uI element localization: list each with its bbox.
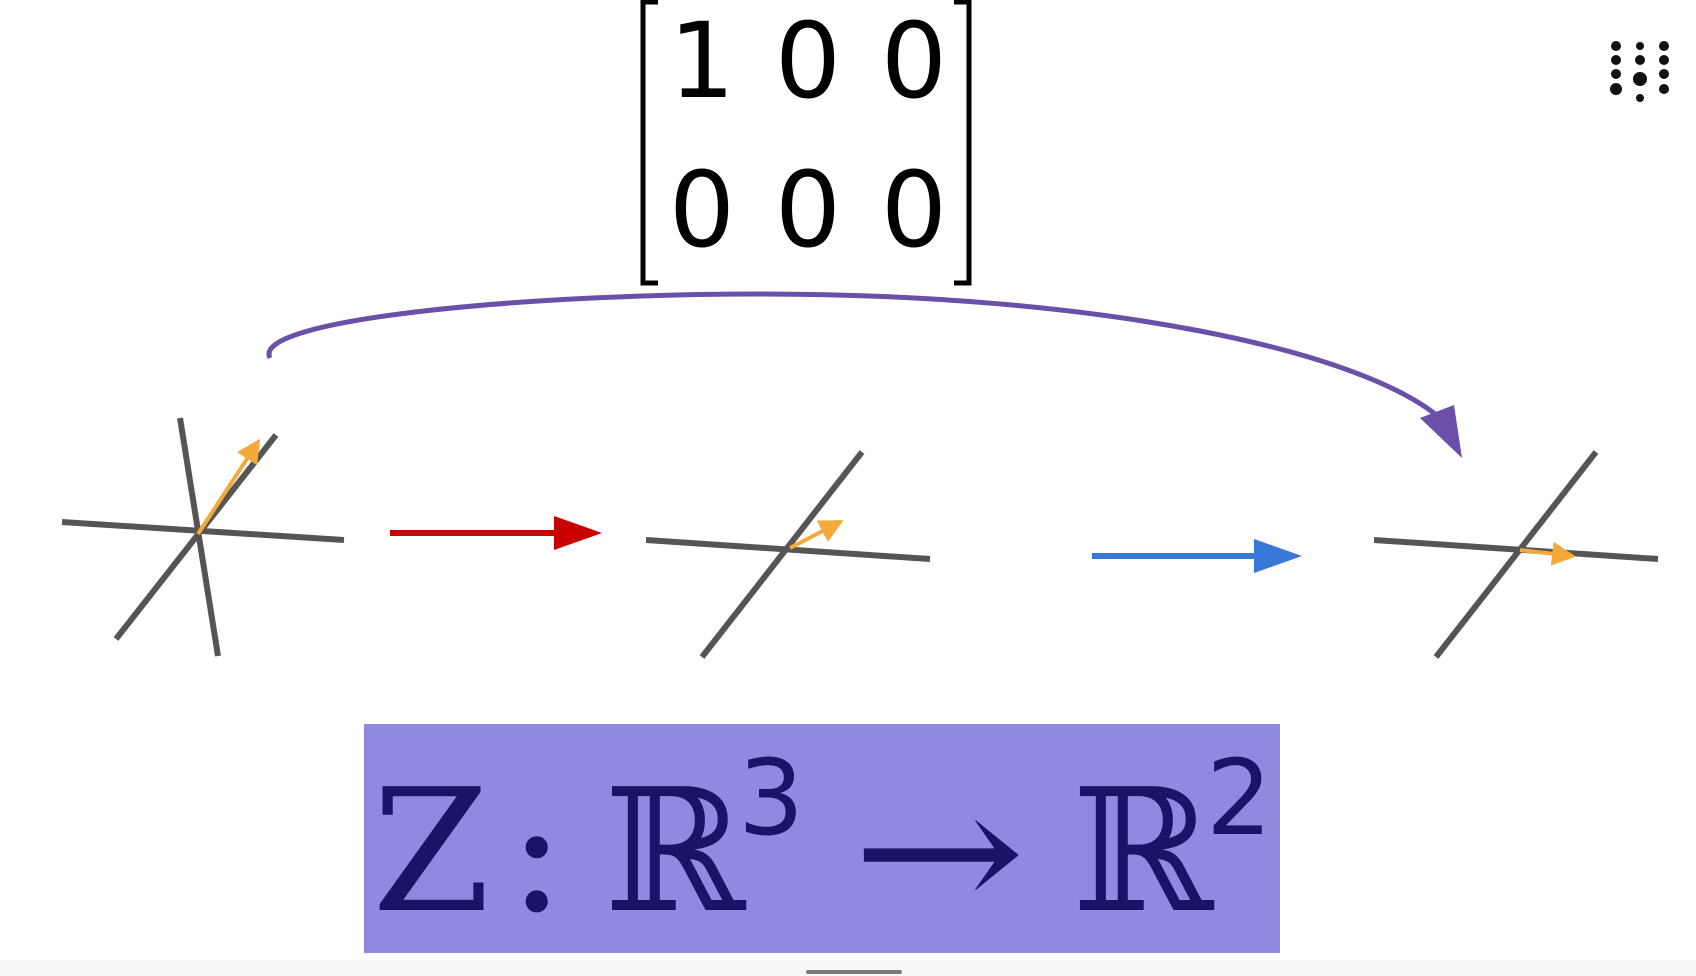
matrix-entry-r2c1: 0: [669, 149, 735, 271]
second-map-arrow: [1092, 539, 1302, 573]
composite-arrow-curve: [266, 291, 1442, 420]
codomain-exponent: 2: [1206, 737, 1272, 859]
map-label: Z : ℝ 3 → ℝ 2: [364, 724, 1280, 953]
map-name: Z: [372, 753, 490, 951]
map-label-background: [364, 724, 1280, 953]
composite-map-arrow: [266, 291, 1462, 458]
matrix-entry-r1c2: 0: [775, 0, 841, 122]
frame3-vector: [1519, 541, 1576, 566]
matrix-entry-r2c2: 0: [775, 149, 841, 271]
bottom-drag-handle[interactable]: [806, 970, 902, 974]
composite-arrow-head: [1420, 405, 1462, 458]
matrix-entry-r1c3: 0: [881, 0, 947, 122]
matrix: 1 0 0 0 0 0: [640, 0, 972, 286]
frame3-horizontal-axis: [1373, 537, 1659, 562]
matrix-right-bracket: [954, 0, 972, 286]
frame3-diagonal-axis: [1433, 450, 1599, 659]
dots-menu-icon: [1610, 41, 1669, 102]
first-arrow-head: [554, 516, 602, 550]
frame2-vector: [789, 520, 844, 550]
menu-button[interactable]: [1604, 36, 1676, 108]
codomain-symbol: ℝ: [1072, 753, 1215, 951]
domain-exponent: 3: [738, 737, 804, 859]
matrix-entry-r2c3: 0: [881, 149, 947, 271]
mapping-arrow: →: [852, 753, 1026, 951]
frame1-vector: [196, 438, 261, 536]
coordinate-frame-r3: [61, 417, 345, 657]
bottom-bar: [0, 960, 1696, 976]
frame1-vertical-axis: [177, 417, 221, 657]
frame2-diagonal-axis: [699, 450, 865, 659]
coordinate-frame-middle: [645, 450, 931, 659]
coordinate-frame-r2: [1373, 450, 1659, 659]
matrix-entry-r1c1: 1: [669, 0, 735, 122]
domain-symbol: ℝ: [604, 753, 747, 951]
first-map-arrow: [390, 516, 602, 550]
second-arrow-head: [1254, 539, 1302, 573]
matrix-left-bracket: [640, 0, 658, 286]
map-colon: :: [508, 753, 565, 951]
